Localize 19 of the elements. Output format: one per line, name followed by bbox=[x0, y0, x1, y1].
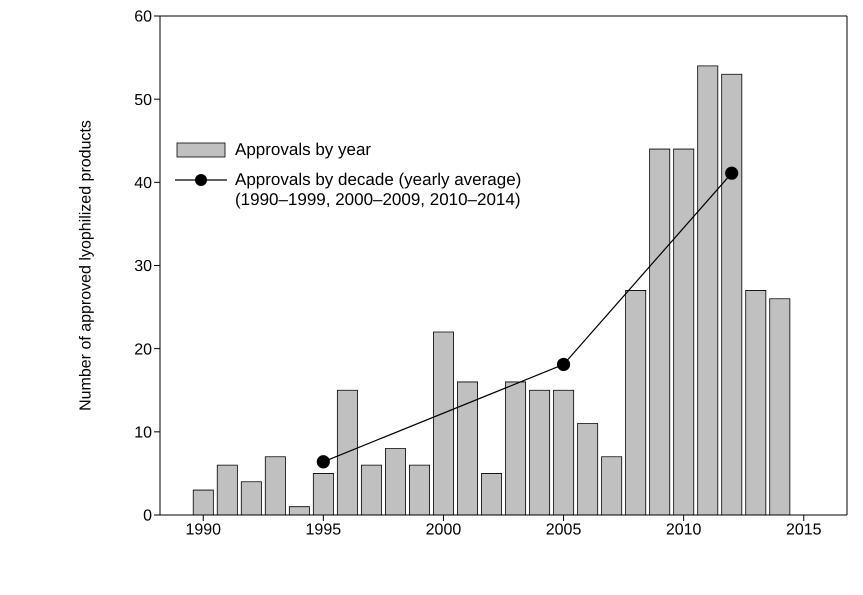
point bbox=[316, 455, 330, 468]
y-tick-label: 10 bbox=[134, 424, 152, 442]
y-tick-label: 40 bbox=[134, 175, 152, 192]
x-tick-label: 1995 bbox=[306, 521, 342, 538]
point bbox=[725, 166, 738, 180]
x-tick-label: 1990 bbox=[185, 521, 222, 538]
y-tick-label: 60 bbox=[134, 8, 152, 26]
x-tick-label: 2010 bbox=[666, 521, 702, 538]
y-tick-label: 0 bbox=[143, 508, 152, 525]
legend-label: Approvals by decade (yearly average) (1990–1999, 2000–2009, 2010–2014) bbox=[235, 170, 522, 210]
x-tick-label: 2015 bbox=[786, 521, 822, 538]
point bbox=[556, 358, 570, 372]
y-tick-label: 20 bbox=[134, 341, 152, 358]
y-tick-label: 50 bbox=[134, 92, 152, 109]
y-axis-title: Number of approved lyophilized products bbox=[78, 120, 95, 411]
legend-label: Approvals by year bbox=[235, 140, 372, 160]
y-tick-label: 30 bbox=[134, 258, 152, 276]
x-tick-label: 2000 bbox=[426, 521, 462, 538]
x-tick-label: 2005 bbox=[546, 521, 582, 538]
